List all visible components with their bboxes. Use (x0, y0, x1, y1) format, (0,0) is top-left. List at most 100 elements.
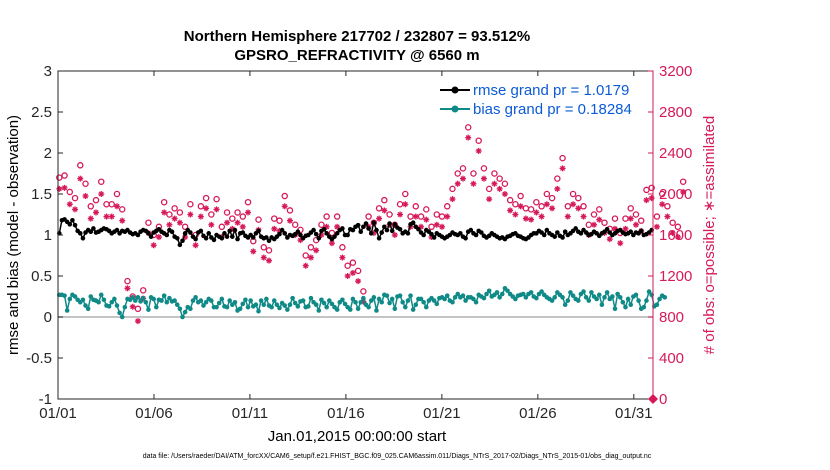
bias-point (285, 307, 290, 312)
obs-possible-point (569, 190, 577, 198)
rmse-point (562, 229, 568, 235)
obs-assimilated-point (286, 217, 293, 224)
obs-possible-point (548, 194, 556, 202)
bias-point (450, 299, 455, 305)
bias-point (596, 292, 602, 298)
bias-point (167, 295, 172, 301)
bias-point (620, 299, 626, 305)
obs-possible-point (412, 203, 420, 210)
bias-point (534, 295, 539, 301)
rmse-point (193, 236, 198, 242)
obs-possible-point (611, 215, 619, 222)
bias-point (568, 290, 573, 295)
rmse-point (578, 231, 584, 236)
obs-possible-point (375, 205, 383, 212)
obs-possible-point (580, 203, 587, 210)
y-axis-right-label: # of obs: o=possible; ∗=assimilated (701, 116, 718, 355)
rmse-point (277, 231, 282, 237)
obs-possible-point (664, 203, 671, 210)
bias-point (240, 301, 246, 307)
obs-possible-point (496, 175, 503, 182)
rmse-point (560, 235, 565, 240)
bias-point (431, 298, 437, 303)
obs-possible-point (449, 185, 456, 193)
obs-assimilated-point (192, 242, 199, 249)
obs-possible-point (134, 305, 142, 313)
obs-assimilated-point (674, 234, 681, 241)
rmse-point (392, 222, 398, 227)
obs-assimilated-point (449, 196, 456, 203)
rmse-point (232, 227, 238, 233)
rmse-point (324, 231, 329, 236)
rmse-point (203, 235, 209, 241)
obs-possible-point (637, 217, 645, 224)
obs-possible-point (318, 221, 325, 228)
bias-point (602, 295, 607, 300)
obs-assimilated-point (239, 223, 246, 230)
obs-possible-point (208, 211, 215, 218)
obs-possible-point (349, 259, 357, 266)
obs-assimilated-point (617, 240, 624, 247)
obs-assimilated-point (307, 254, 314, 261)
x-tick-label: 01/11 (232, 405, 268, 422)
rmse-point (321, 226, 327, 232)
obs-possible-point (160, 198, 168, 206)
bias-point (353, 299, 358, 305)
y-tick-label-left: 1 (44, 227, 52, 244)
obs-possible-point (627, 205, 634, 212)
obs-possible-point (218, 223, 226, 231)
obs-assimilated-point (491, 180, 498, 187)
bias-point (261, 302, 267, 308)
obs-possible-point (365, 213, 372, 220)
rmse-point (332, 234, 337, 239)
obs-possible-point (428, 223, 435, 231)
obs-possible-point (590, 211, 598, 218)
rmse-point (573, 226, 578, 231)
obs-possible-point (564, 203, 572, 210)
bias-point (342, 301, 348, 307)
bias-point (271, 298, 277, 303)
rmse-point (250, 235, 256, 240)
y-tick-label-right: 1600 (659, 227, 692, 244)
bias-point (83, 303, 88, 308)
bias-point (324, 304, 329, 310)
obs-assimilated-point (119, 217, 126, 224)
bias-point (188, 306, 193, 312)
bias-point (98, 292, 104, 298)
obs-possible-point (260, 244, 268, 251)
bias-point (130, 295, 136, 300)
rmse-point (389, 228, 395, 234)
rmse-point (224, 234, 230, 239)
obs-assimilated-point (56, 185, 63, 192)
bias-point (277, 305, 282, 311)
obs-possible-point (270, 215, 278, 222)
rmse-point (188, 230, 193, 235)
obs-assimilated-point (61, 184, 68, 191)
bias-point (358, 299, 364, 305)
bias-point (88, 294, 94, 299)
rmse-point (230, 234, 235, 239)
obs-possible-point (354, 267, 362, 275)
bias-point (562, 302, 568, 308)
bias-point (319, 297, 324, 303)
rmse-point (541, 232, 547, 238)
bias-point (421, 299, 426, 305)
bias-point (617, 295, 623, 300)
obs-assimilated-point (197, 213, 204, 220)
x-tick-label: 01/01 (39, 405, 77, 422)
obs-possible-point (491, 170, 498, 177)
obs-assimilated-point (134, 318, 141, 325)
bias-point (384, 293, 390, 298)
obs-possible-point (307, 244, 315, 251)
obs-assimilated-point (150, 242, 157, 249)
rmse-point (169, 229, 175, 235)
obs-possible-point (596, 206, 603, 213)
obs-possible-point (464, 124, 472, 131)
bias-point (644, 298, 649, 303)
legend-bias-label: bias grand pr = 0.18284 (473, 101, 632, 118)
obs-possible-point (234, 209, 241, 216)
obs-assimilated-point (454, 180, 461, 187)
y-tick-label-right: 2400 (659, 145, 692, 162)
obs-possible-point (339, 244, 346, 251)
bias-point (300, 298, 306, 303)
